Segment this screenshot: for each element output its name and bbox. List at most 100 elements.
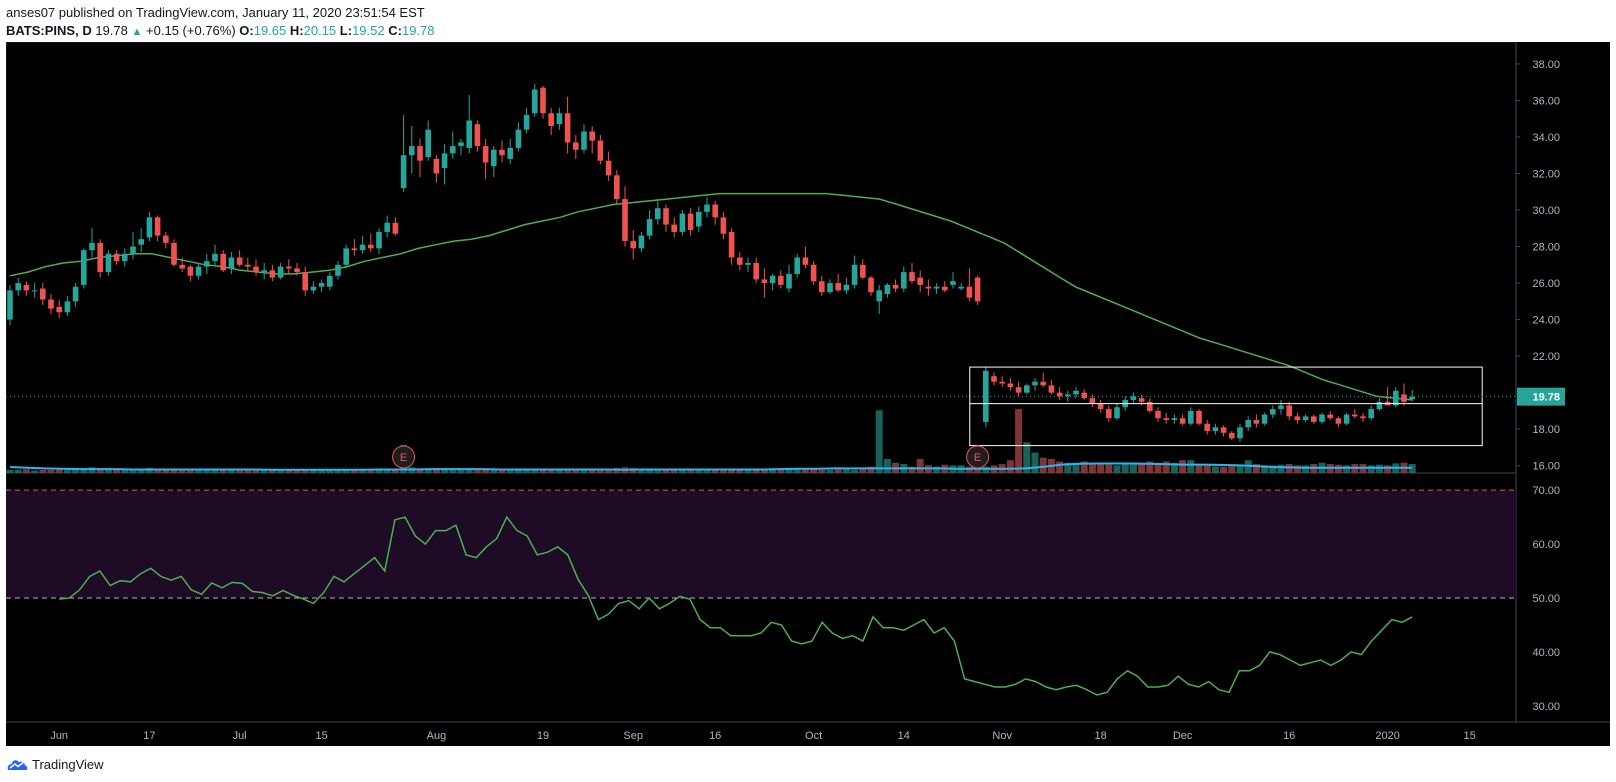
- candle: [1245, 416, 1251, 431]
- volume-bar: [178, 469, 186, 473]
- volume-bar: [219, 469, 227, 473]
- price-change: +0.15 (+0.76%): [146, 23, 236, 38]
- price-chart[interactable]: E E 38.00 36.00 34.00 32.00 30.00 28.00 26.00 24…: [6, 42, 1610, 746]
- candle: [1327, 410, 1333, 421]
- author-name[interactable]: anses07: [6, 5, 56, 20]
- volume-bar: [908, 466, 916, 473]
- candle-body: [56, 306, 62, 313]
- candle-body: [474, 124, 481, 147]
- volume-bar: [777, 469, 785, 473]
- candle-body: [351, 248, 358, 251]
- volume-bar: [851, 469, 859, 473]
- candle: [236, 250, 243, 267]
- candle-body: [786, 273, 792, 289]
- candle: [1237, 423, 1243, 442]
- volume-bar: [137, 469, 145, 473]
- volume-bar: [416, 469, 424, 473]
- candle: [1319, 412, 1325, 424]
- volume-bar: [47, 469, 55, 473]
- candle-body: [679, 213, 686, 232]
- volume-bar: [1064, 462, 1072, 473]
- candle-body: [269, 270, 276, 278]
- candle: [286, 259, 292, 274]
- candle: [146, 211, 153, 242]
- candle-body: [335, 264, 341, 276]
- candle-body: [901, 272, 907, 289]
- candle: [1081, 388, 1087, 400]
- candle-body: [105, 253, 112, 273]
- candle: [474, 120, 481, 152]
- time-tick-label: Sep: [623, 730, 643, 742]
- candle: [212, 244, 218, 267]
- volume-bar: [1162, 461, 1170, 473]
- candle-body: [638, 235, 645, 249]
- time-tick-label: Dec: [1173, 730, 1193, 742]
- candle-body: [15, 283, 21, 291]
- volume-bar: [63, 469, 71, 473]
- candle: [1204, 420, 1210, 435]
- published-text: published on TradingView.com, January 11…: [58, 5, 425, 20]
- candle: [761, 268, 768, 298]
- candle: [343, 244, 349, 269]
- volume-bar: [506, 469, 514, 473]
- open-value: 19.65: [253, 23, 287, 38]
- candle-body: [146, 217, 153, 238]
- candle: [56, 299, 62, 318]
- volume-bar: [1113, 465, 1121, 473]
- candle-body: [122, 253, 128, 262]
- volume-bar: [293, 469, 301, 473]
- candle: [630, 230, 636, 260]
- volume-bar: [678, 469, 686, 473]
- candle-body: [163, 235, 169, 243]
- candle: [851, 255, 858, 289]
- candle-body: [1147, 401, 1153, 411]
- candle: [1335, 416, 1342, 428]
- time-tick-label: Oct: [805, 730, 822, 742]
- chart-area[interactable]: E E 38.00 36.00 34.00 32.00 30.00 28.00 26.00 24…: [6, 42, 1610, 746]
- candle: [696, 206, 702, 232]
- candle: [983, 367, 989, 428]
- volume-ma-line: [9, 462, 1413, 471]
- candle-body: [236, 257, 243, 265]
- candle: [540, 85, 546, 119]
- candle-body: [753, 262, 759, 280]
- footer-brand[interactable]: TradingView: [32, 756, 104, 772]
- candle: [532, 84, 538, 117]
- candle-body: [245, 264, 251, 267]
- candle: [515, 122, 522, 152]
- candle-body: [1024, 385, 1030, 393]
- candle-body: [589, 131, 595, 141]
- rsi-line: [59, 515, 1413, 696]
- time-tick-label: 19: [537, 730, 549, 742]
- candle-body: [253, 266, 259, 273]
- candle-body: [843, 284, 850, 291]
- candle-body: [97, 242, 103, 273]
- volume-bar: [490, 469, 498, 473]
- candle-body: [950, 281, 956, 285]
- candle-body: [835, 283, 841, 291]
- candle-body: [1040, 381, 1046, 386]
- volume-bar: [752, 468, 760, 473]
- candle-body: [778, 275, 784, 285]
- candle-body: [1343, 414, 1350, 424]
- candle: [917, 270, 923, 293]
- candle: [991, 372, 997, 386]
- candle-body: [212, 253, 218, 262]
- candle-body: [171, 242, 177, 265]
- volume-bar: [1375, 464, 1383, 473]
- volume-bar: [867, 466, 875, 473]
- time-tick-label: Jun: [50, 730, 68, 742]
- volume-bar: [301, 470, 309, 473]
- candle: [269, 264, 276, 282]
- earnings-marker-label: E: [974, 452, 981, 464]
- tradingview-cloud-logo-icon[interactable]: [6, 757, 28, 771]
- candle-body: [359, 244, 366, 251]
- candle: [819, 275, 825, 296]
- candle-body: [441, 153, 448, 169]
- candle-body: [204, 261, 210, 267]
- earnings-marker-circle: [966, 445, 990, 469]
- candle-body: [548, 113, 554, 127]
- volume-bar: [646, 469, 654, 473]
- candle-body: [1065, 394, 1071, 397]
- volume-bar: [473, 469, 481, 473]
